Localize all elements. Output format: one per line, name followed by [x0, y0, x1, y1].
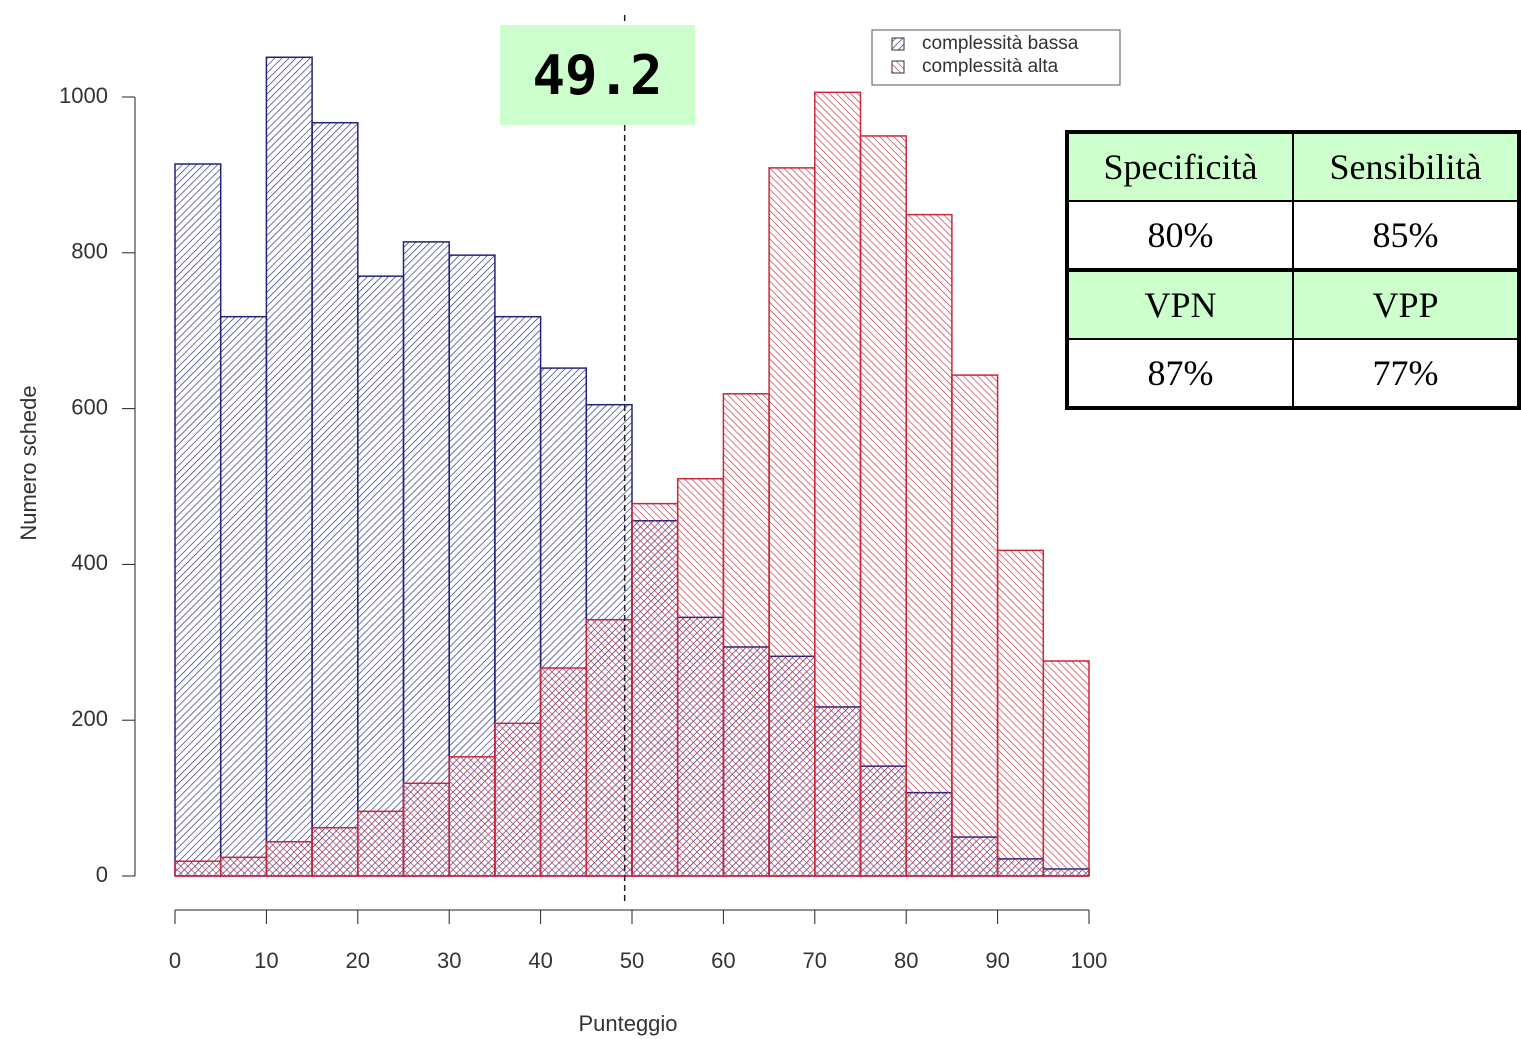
x-tick-label: 90 [985, 948, 1009, 973]
histogram-bar [311, 826, 359, 877]
histogram-bar [539, 667, 588, 877]
legend-box [871, 29, 1121, 86]
histogram-bar [448, 756, 496, 877]
x-tick-label: 0 [169, 948, 181, 973]
histogram-bar [402, 241, 450, 877]
x-tick-label: 70 [803, 948, 827, 973]
x-tick-label: 20 [346, 948, 370, 973]
histogram-bar [951, 374, 999, 877]
x-axis-label: Punteggio [578, 1011, 677, 1036]
stats-table: Specificità Sensibilità 80% 85% VPN VPP 87%… [1065, 130, 1521, 410]
histogram-bar [905, 213, 953, 877]
histogram-bar [768, 167, 816, 877]
y-tick-label: 800 [71, 239, 108, 264]
y-tick-label: 200 [71, 706, 108, 731]
histogram-bar [357, 810, 405, 877]
legend-label: complessità bassa [922, 33, 1079, 54]
legend-label: complessità alta [922, 56, 1059, 77]
histogram-bar [814, 91, 862, 877]
table-cell: VPP [1292, 268, 1520, 340]
x-tick-label: 30 [437, 948, 461, 973]
y-tick-label: 0 [96, 862, 108, 887]
y-tick-label: 1000 [59, 83, 108, 108]
x-tick-label: 50 [620, 948, 644, 973]
x-tick-label: 100 [1071, 948, 1108, 973]
table-cell: 77% [1292, 338, 1520, 409]
table-cell: VPN [1066, 268, 1294, 340]
y-tick-label: 600 [71, 394, 108, 419]
x-tick-label: 40 [528, 948, 552, 973]
cutoff-label: 49.2 [500, 25, 695, 125]
histogram-bar [357, 275, 405, 877]
histogram-bar [631, 502, 679, 877]
x-tick-label: 80 [894, 948, 918, 973]
table-cell: 80% [1066, 200, 1294, 271]
histogram-bar [265, 56, 313, 877]
x-tick-label: 60 [711, 948, 735, 973]
histogram-bar [996, 549, 1045, 877]
histogram-bar [402, 782, 450, 877]
histogram-bar [494, 722, 542, 877]
table-cell: 85% [1292, 200, 1520, 271]
y-axis-label: Numero schede [16, 385, 41, 540]
table-cell: Specificità [1066, 131, 1294, 202]
histogram-bar [174, 163, 222, 877]
legend-swatch [891, 60, 905, 74]
histogram-bar [174, 860, 222, 877]
histogram-bar [219, 856, 268, 877]
legend-swatch [891, 37, 905, 51]
table-cell: 87% [1066, 338, 1294, 409]
histogram-bar [219, 315, 268, 877]
histogram-bar [859, 135, 907, 877]
histogram-bar [676, 477, 725, 877]
histogram-bar [1042, 660, 1090, 877]
histogram-bar [722, 393, 770, 877]
histogram-bar [311, 121, 359, 877]
x-tick-label: 10 [254, 948, 278, 973]
histogram-bar [265, 840, 313, 877]
y-tick-label: 400 [71, 550, 108, 575]
table-cell: Sensibilità [1292, 131, 1520, 202]
